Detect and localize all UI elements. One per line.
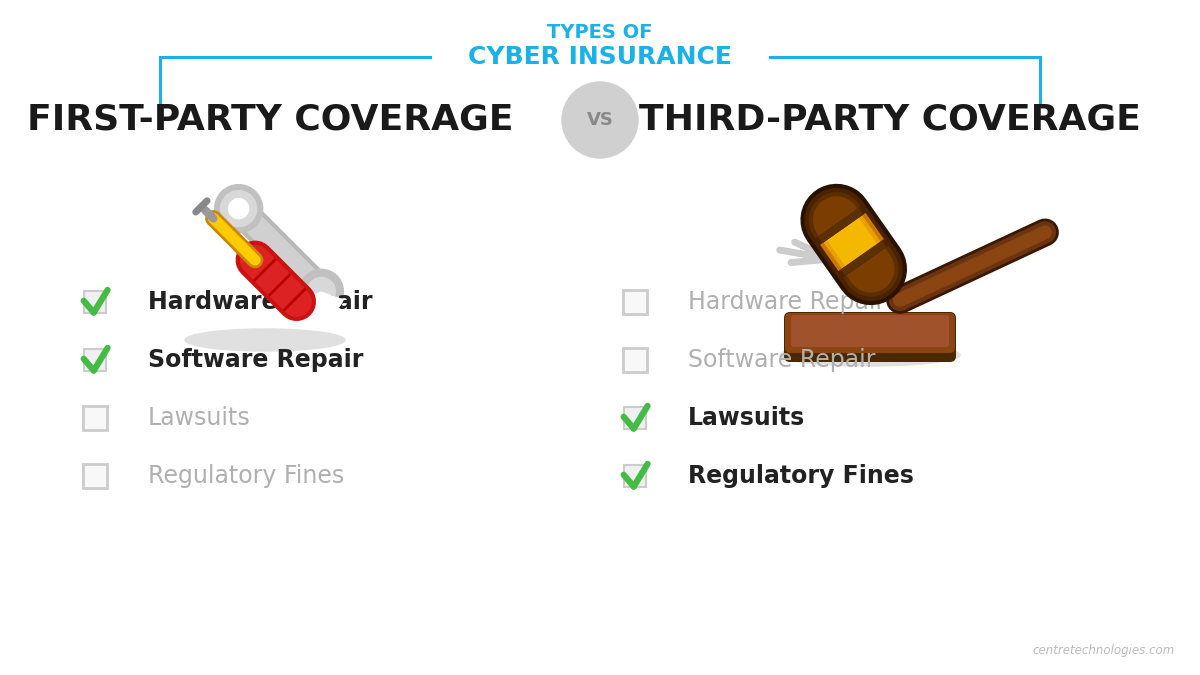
FancyBboxPatch shape: [83, 406, 107, 430]
Text: FIRST-PARTY COVERAGE: FIRST-PARTY COVERAGE: [26, 103, 514, 137]
FancyBboxPatch shape: [791, 315, 949, 347]
Text: Hardware Repair: Hardware Repair: [688, 290, 886, 314]
Text: Lawsuits: Lawsuits: [688, 406, 805, 430]
Circle shape: [229, 198, 248, 219]
FancyBboxPatch shape: [83, 464, 107, 488]
FancyBboxPatch shape: [784, 312, 956, 362]
FancyBboxPatch shape: [624, 465, 646, 487]
FancyBboxPatch shape: [84, 291, 106, 313]
Text: THIRD-PARTY COVERAGE: THIRD-PARTY COVERAGE: [640, 103, 1141, 137]
Text: CYBER INSURANCE: CYBER INSURANCE: [468, 45, 732, 69]
FancyBboxPatch shape: [84, 349, 106, 371]
Text: VS: VS: [587, 111, 613, 129]
FancyBboxPatch shape: [624, 407, 646, 429]
Circle shape: [215, 185, 263, 233]
Circle shape: [562, 82, 638, 158]
FancyBboxPatch shape: [623, 290, 647, 314]
FancyBboxPatch shape: [785, 313, 955, 353]
Text: Software Repair: Software Repair: [688, 348, 876, 372]
Ellipse shape: [780, 344, 960, 366]
Text: Hardware Repair: Hardware Repair: [148, 290, 372, 314]
Circle shape: [299, 269, 343, 313]
Text: Software Repair: Software Repair: [148, 348, 364, 372]
Circle shape: [307, 277, 335, 305]
FancyBboxPatch shape: [623, 348, 647, 372]
Polygon shape: [299, 292, 344, 315]
Text: TYPES OF: TYPES OF: [547, 24, 653, 43]
Text: Regulatory Fines: Regulatory Fines: [148, 464, 344, 488]
Ellipse shape: [185, 329, 346, 351]
Circle shape: [221, 190, 257, 227]
Text: Regulatory Fines: Regulatory Fines: [688, 464, 914, 488]
Text: Lawsuits: Lawsuits: [148, 406, 251, 430]
Text: centretechnologies.com: centretechnologies.com: [1033, 644, 1175, 657]
